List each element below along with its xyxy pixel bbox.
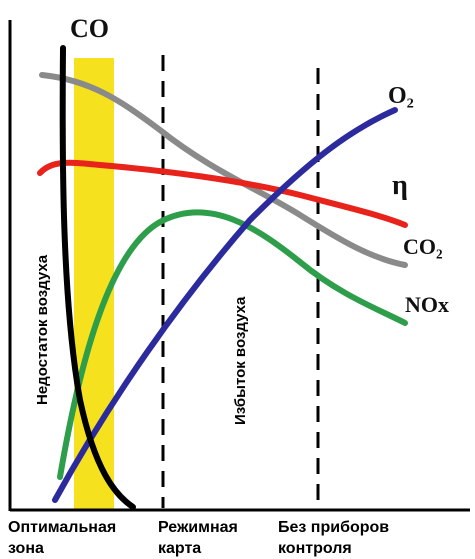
regime-map-label-2: карта <box>158 540 201 557</box>
air-excess-label: Избыток воздуха <box>232 296 249 425</box>
nox-curve <box>57 209 408 480</box>
optimal-zone-label-2: зона <box>8 540 44 557</box>
co-label: CO <box>70 14 109 43</box>
co-curve <box>59 45 136 510</box>
o2-label: O₂ <box>388 83 414 109</box>
no-control-label-1: Без приборов <box>278 519 389 536</box>
co2-curve <box>39 72 408 268</box>
optimal-zone-label-1: Оптимальная <box>8 519 116 536</box>
nox-label: NOx <box>405 292 449 317</box>
o2-curve <box>52 107 398 503</box>
co2-label: CO₂ <box>403 234 443 259</box>
eta-curve <box>37 159 408 228</box>
air-shortage-label: Недостаток воздуха <box>34 254 51 405</box>
no-control-label-2: контроля <box>278 540 352 557</box>
regime-map-label-1: Режимная <box>158 519 238 536</box>
eta-label: η <box>392 170 408 201</box>
